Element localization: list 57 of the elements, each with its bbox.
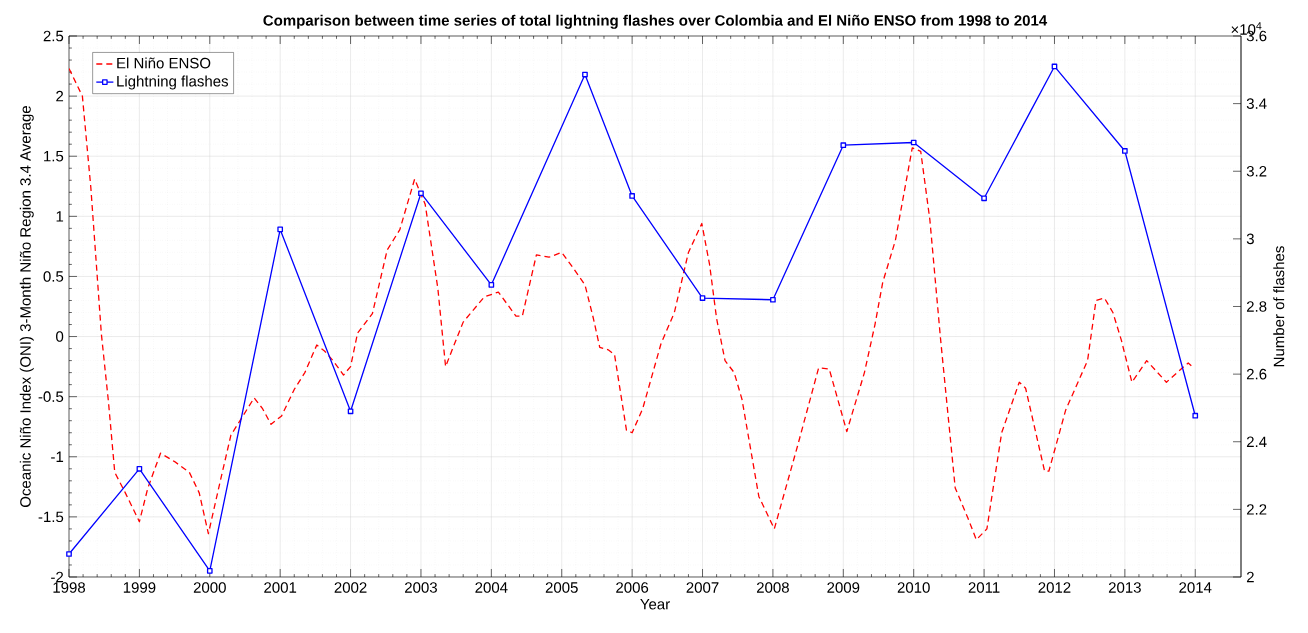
- x-tick-label: 1999: [123, 582, 156, 593]
- point: [1122, 148, 1128, 154]
- y2-tick-label: 3.2: [1246, 165, 1267, 177]
- y-tick-label: 1.5: [44, 150, 64, 162]
- y2-tick-label: 2.4: [1246, 436, 1267, 447]
- y2-tick-label: 2.6: [1246, 368, 1267, 380]
- point: [347, 408, 354, 415]
- x-tick-label: 2010: [897, 582, 930, 593]
- x-tick-label: 1998: [53, 582, 86, 593]
- x-tick-label: 2012: [1038, 582, 1071, 593]
- point: [582, 71, 588, 78]
- y-tick-label: 2.5: [43, 30, 64, 42]
- point: [206, 568, 213, 574]
- y-tick-label: -1.5: [38, 511, 64, 523]
- point: [277, 226, 284, 233]
- x-tick-label: 2002: [334, 582, 367, 593]
- x-tick-label: 2014: [1179, 582, 1212, 593]
- y2-tick-label: 2: [1246, 571, 1254, 583]
- point: [910, 139, 917, 146]
- point: [629, 193, 635, 199]
- chart-title: Comparison between time series of total lightning flashes over Colombia and El Niño ENSO from 1998 to 2014: [263, 14, 1048, 29]
- y2-axis-title: Number of flashes: [1273, 246, 1285, 367]
- point: [418, 190, 424, 197]
- x-tick-label: 2003: [405, 582, 437, 593]
- y2-tick-label: 3.4: [1246, 98, 1267, 109]
- y2-tick-label: 2.2: [1246, 504, 1267, 515]
- x-tick-label: 2000: [193, 582, 226, 593]
- x-tick-label: 2009: [827, 582, 860, 593]
- y-tick-label: -1: [51, 451, 64, 462]
- x-tick-label: 2011: [968, 582, 1000, 593]
- y-tick-label: -0.5: [38, 391, 64, 402]
- y-tick-label: 1: [56, 211, 64, 222]
- y2-tick-label: 3: [1246, 233, 1254, 245]
- x-tick-label: 2006: [616, 582, 649, 593]
- legend-label: El Niño ENSO: [117, 57, 211, 69]
- y-tick-label: -2: [51, 571, 64, 583]
- point: [981, 195, 987, 202]
- y-tick-label: 0: [56, 331, 64, 342]
- x-tick-label: 2008: [756, 582, 789, 593]
- y-tick-label: 2: [56, 90, 64, 102]
- point: [699, 295, 706, 301]
- y2-tick-label: 2.8: [1246, 301, 1267, 312]
- x-tick-label: 2001: [264, 582, 297, 593]
- x-tick-label: 2004: [475, 582, 508, 593]
- x-tick-label: 2013: [1108, 582, 1141, 593]
- y-axis-title: Oceanic Niño Index (ONI) 3-Month Niño Region 3.4 Average: [19, 106, 34, 508]
- legend-label: Lightning flashes: [117, 75, 229, 90]
- x-tick-label: 2005: [545, 582, 578, 593]
- point: [136, 465, 143, 472]
- point: [488, 282, 495, 288]
- point: [770, 296, 776, 303]
- x-axis-title: Year: [640, 599, 670, 610]
- point: [1192, 412, 1199, 419]
- x-tick-label: 2007: [686, 582, 719, 593]
- point: [840, 142, 847, 149]
- y-tick-label: 0.5: [43, 271, 64, 282]
- point: [66, 551, 72, 557]
